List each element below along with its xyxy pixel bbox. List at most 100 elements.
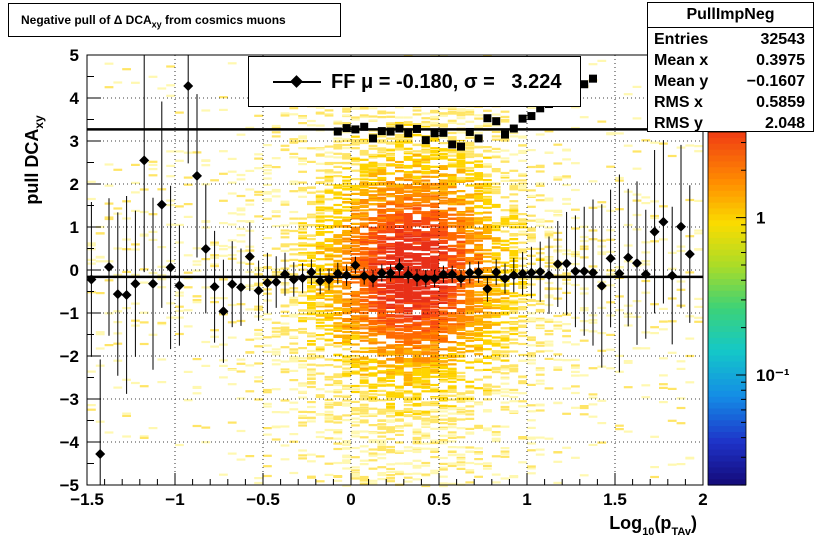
- heatmap-cell: [280, 333, 290, 336]
- heatmap-cell: [333, 208, 343, 211]
- heatmap-cell: [439, 196, 448, 199]
- heatmap-cell: [465, 221, 475, 224]
- heatmap-cell: [395, 228, 404, 232]
- heatmap-cell: [421, 151, 431, 154]
- heatmap-cell: [351, 355, 360, 358]
- heatmap-cell: [280, 326, 290, 329]
- heatmap-cell: [439, 201, 448, 204]
- heatmap-cell: [491, 331, 501, 334]
- heatmap-cell: [412, 459, 422, 462]
- heatmap-cell: [377, 341, 387, 344]
- heatmap-cell: [421, 157, 431, 160]
- heatmap-cell: [632, 150, 642, 153]
- heatmap-cell: [324, 428, 334, 432]
- heatmap-cell: [342, 337, 351, 340]
- heatmap-cell: [359, 182, 369, 185]
- heatmap-cell: [553, 451, 563, 454]
- heatmap-cell: [430, 346, 439, 349]
- heatmap-cell: [351, 143, 360, 146]
- heatmap-cell: [535, 368, 545, 371]
- heatmap-cell: [456, 213, 466, 216]
- heatmap-cell: [298, 390, 307, 393]
- heatmap-cell: [359, 479, 369, 482]
- heatmap-cell: [403, 319, 413, 322]
- heatmap-cell: [298, 347, 307, 350]
- heatmap-cell: [518, 342, 527, 346]
- heatmap-cell: [307, 234, 316, 237]
- heatmap-cell: [447, 295, 457, 298]
- heatmap-cell: [474, 172, 483, 175]
- heatmap-cell: [377, 147, 387, 150]
- heatmap-cell: [342, 447, 351, 450]
- heatmap-cell: [474, 124, 483, 128]
- heatmap-cell: [315, 394, 325, 397]
- heatmap-cell: [359, 222, 369, 225]
- heatmap-cell: [395, 470, 404, 473]
- heatmap-cell: [430, 311, 439, 314]
- heatmap-cell: [280, 328, 290, 331]
- heatmap-cell: [351, 358, 360, 361]
- heatmap-cell: [219, 254, 228, 257]
- heatmap-cell: [333, 365, 343, 368]
- heatmap-cell: [333, 147, 343, 150]
- heatmap-cell: [535, 182, 545, 185]
- heatmap-cell: [483, 389, 492, 392]
- heatmap-cell: [430, 447, 439, 451]
- heatmap-cell: [342, 460, 351, 463]
- heatmap-cell: [412, 464, 422, 467]
- heatmap-cell: [403, 325, 413, 328]
- heatmap-cell: [359, 300, 369, 303]
- heatmap-cell: [368, 452, 378, 455]
- heatmap-cell: [333, 294, 343, 297]
- heatmap-cell: [491, 154, 501, 158]
- heatmap-cell: [447, 232, 457, 235]
- heatmap-cell: [412, 293, 422, 296]
- heatmap-cell: [342, 233, 351, 236]
- heatmap-cell: [368, 367, 378, 370]
- heatmap-cell: [298, 116, 307, 119]
- heatmap-cell: [562, 335, 571, 338]
- heatmap-cell: [333, 342, 343, 345]
- heatmap-cell: [403, 289, 413, 292]
- heatmap-cell: [377, 112, 387, 115]
- heatmap-cell: [571, 385, 580, 388]
- heatmap-cell: [465, 249, 475, 252]
- heatmap-cell: [483, 368, 492, 371]
- heatmap-cell: [359, 412, 369, 415]
- heatmap-cell: [465, 306, 475, 309]
- heatmap-cell: [403, 231, 413, 234]
- heatmap-cell: [465, 312, 475, 315]
- heatmap-cell: [315, 124, 325, 127]
- heatmap-cell: [447, 349, 457, 352]
- heatmap-cell: [465, 427, 475, 430]
- heatmap-cell: [315, 215, 325, 218]
- heatmap-cell: [315, 200, 325, 203]
- heatmap-cell: [491, 385, 501, 388]
- heatmap-cell: [544, 226, 554, 229]
- heatmap-cell: [201, 164, 211, 167]
- heatmap-cell: [333, 317, 343, 320]
- heatmap-cell: [403, 204, 413, 207]
- heatmap-cell: [403, 340, 413, 343]
- heatmap-cell: [527, 449, 536, 452]
- heatmap-cell: [447, 162, 457, 165]
- heatmap-cell: [298, 396, 307, 399]
- heatmap-cell: [386, 467, 395, 471]
- heatmap-cell: [289, 342, 299, 345]
- heatmap-cell: [377, 445, 387, 448]
- heatmap-cell: [333, 354, 343, 357]
- heatmap-cell: [588, 393, 598, 396]
- heatmap-cell: [439, 348, 448, 351]
- heatmap-cell: [324, 161, 334, 165]
- heatmap-cell: [465, 218, 475, 221]
- heatmap-cell: [271, 225, 281, 228]
- heatmap-cell: [439, 142, 448, 145]
- heatmap-cell: [386, 236, 395, 239]
- heatmap-cell: [412, 160, 422, 163]
- heatmap-cell: [377, 381, 387, 384]
- heatmap-cell: [421, 364, 431, 367]
- heatmap-cell: [491, 323, 501, 326]
- heatmap-cell: [412, 256, 422, 260]
- heatmap-cell: [271, 247, 281, 250]
- heatmap-cell: [386, 463, 395, 466]
